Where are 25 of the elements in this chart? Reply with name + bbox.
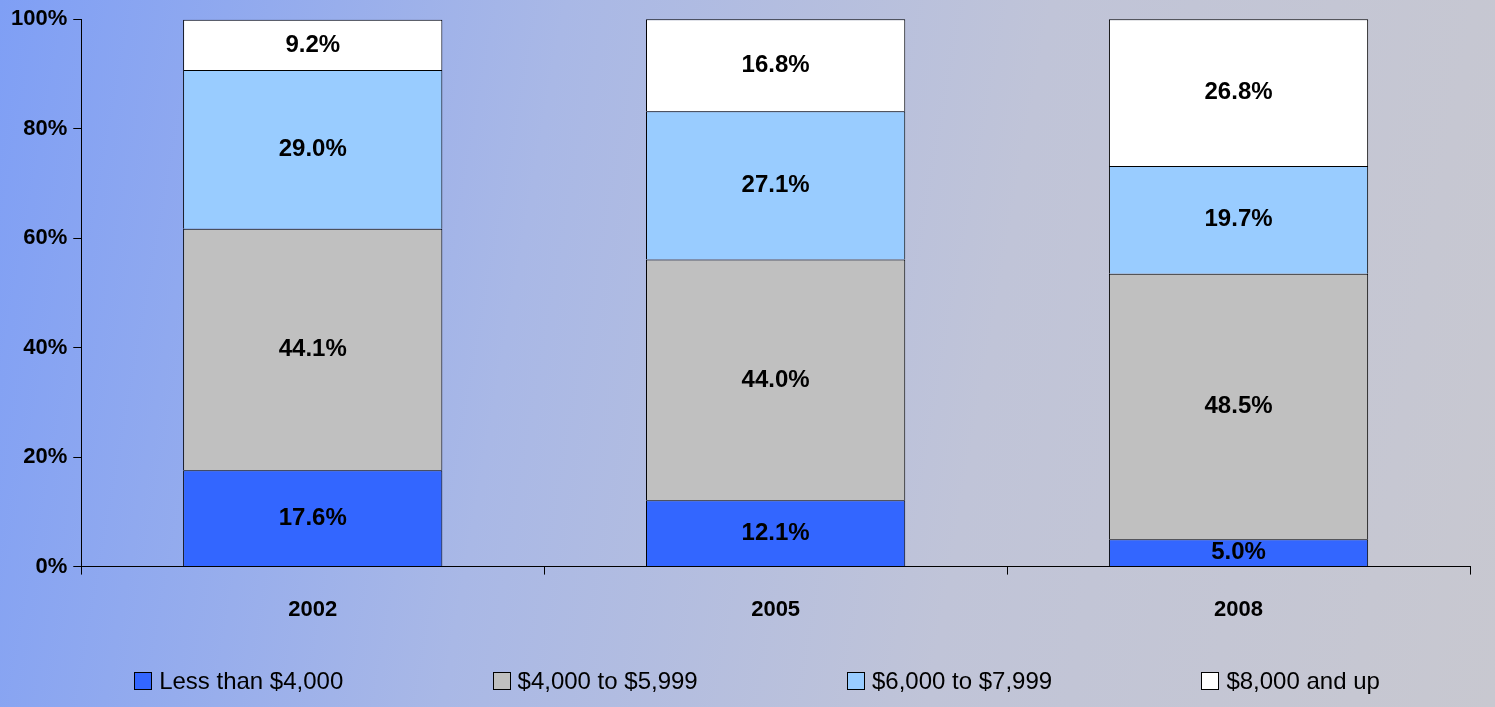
text: 17.6% xyxy=(278,502,347,530)
text: 48.5% xyxy=(1204,391,1273,419)
text: 16.8% xyxy=(741,49,810,77)
x-tick-label: 2008 xyxy=(1214,595,1264,621)
y-tick-label: 60% xyxy=(23,224,68,250)
text: 27.1% xyxy=(741,169,810,197)
text: 19.7% xyxy=(1204,204,1273,232)
y-tick-label: 0% xyxy=(35,552,68,578)
text: 9.2% xyxy=(285,29,341,57)
x-tick-label: 2005 xyxy=(751,595,801,621)
text: 5.0% xyxy=(1211,537,1266,565)
text: 12.1% xyxy=(741,517,810,545)
y-tick-label: 20% xyxy=(23,443,68,469)
text: 29.0% xyxy=(278,134,347,162)
text: 44.0% xyxy=(741,364,810,392)
legend-label: $8,000 and up xyxy=(1226,667,1380,695)
text: 44.1% xyxy=(278,334,347,362)
y-tick-label: 80% xyxy=(23,114,68,140)
y-tick-label: 100% xyxy=(10,5,68,31)
legend-label: Less than $4,000 xyxy=(159,667,344,695)
x-tick-label: 2002 xyxy=(288,595,338,621)
y-tick-label: 40% xyxy=(23,333,68,359)
legend-label: $4,000 to $5,999 xyxy=(517,667,698,695)
legend-label: $6,000 to $7,999 xyxy=(871,667,1053,695)
text: 26.8% xyxy=(1204,77,1273,105)
